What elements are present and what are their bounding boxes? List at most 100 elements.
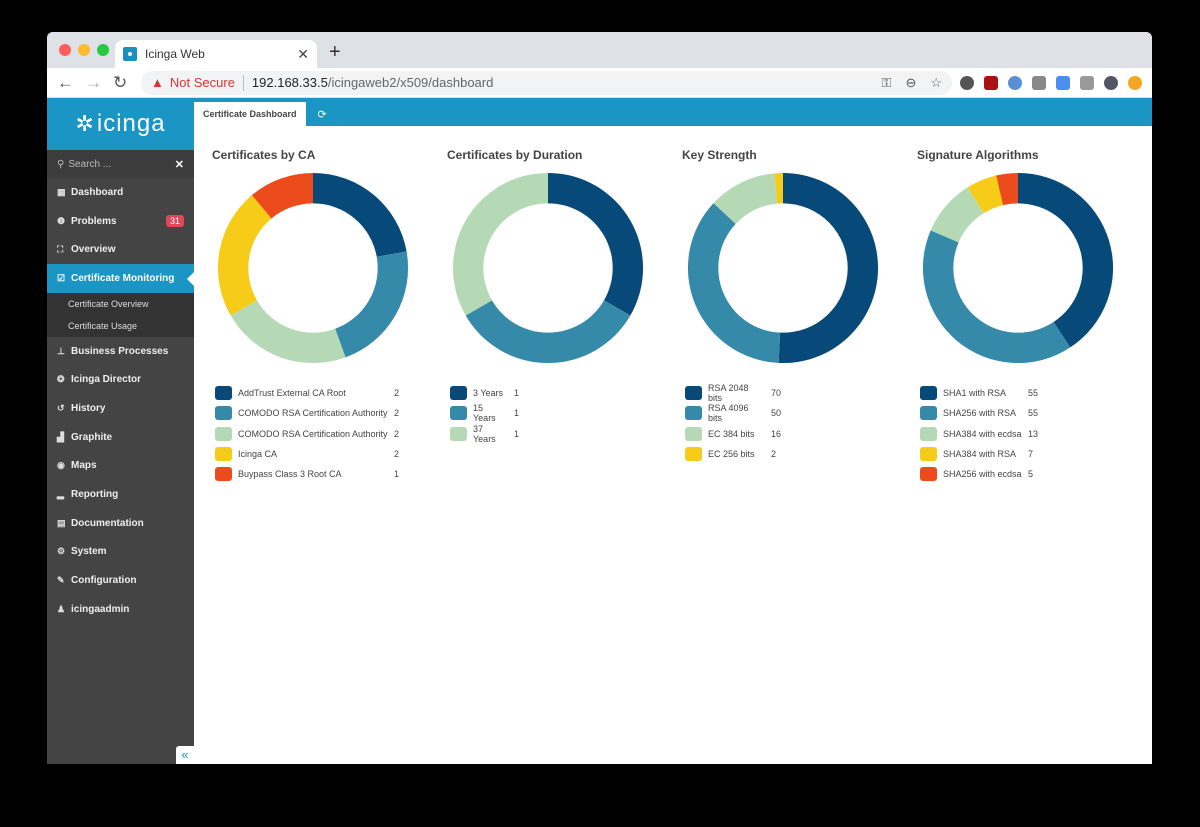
legend-item[interactable]: Buypass Class 3 Root CA 1: [212, 464, 447, 484]
sidebar-item-icinga-director[interactable]: ❂ Icinga Director: [47, 365, 194, 394]
browser-window: Icinga Web ✕ + ← → ↻ ▲ Not Secure 192.16…: [47, 32, 1152, 764]
legend-label: EC 384 bits: [708, 428, 755, 439]
legend-item[interactable]: AddTrust External CA Root 2: [212, 383, 447, 403]
extension-blue-icon[interactable]: [1008, 75, 1022, 90]
sidebar-item-user[interactable]: ♟ icingaadmin: [47, 595, 194, 624]
forward-icon[interactable]: →: [85, 72, 102, 92]
legend-swatch: [685, 406, 702, 421]
zoom-icon[interactable]: ⊖: [905, 74, 917, 90]
legend-item[interactable]: RSA 4096 bits 50: [682, 403, 917, 423]
sidebar-item-business-processes[interactable]: ⊥ Business Processes: [47, 337, 194, 366]
legend-item[interactable]: 3 Years 1: [447, 383, 682, 403]
legend-swatch: [920, 406, 937, 421]
donut-slice-icinga-ca[interactable]: [217, 195, 272, 316]
legend-value: 70: [771, 388, 782, 399]
legend-swatch: [450, 406, 467, 421]
sidebar-item-label: Dashboard: [71, 186, 124, 198]
legend-item[interactable]: SHA384 with ecdsa 13: [917, 424, 1152, 444]
chart-panel-signature-algorithms: Signature Algorithms SHA1 with RSA 55 SHA25…: [917, 148, 1152, 484]
legend-item[interactable]: SHA1 with RSA 55: [917, 383, 1152, 403]
sidebar-item-label: Graphite: [71, 431, 113, 443]
donut-slice-rsa-4096-bits[interactable]: [687, 203, 781, 363]
legend-value: 7: [1028, 449, 1034, 460]
sidebar-item-label: Configuration: [71, 575, 137, 587]
minimize-window-button[interactable]: [78, 44, 90, 56]
close-tab-icon[interactable]: ✕: [297, 45, 309, 62]
star-icon[interactable]: ☆: [930, 74, 942, 90]
maximize-window-button[interactable]: [97, 44, 109, 56]
close-window-button[interactable]: [59, 44, 71, 56]
legend-value: 2: [394, 388, 400, 399]
sidebar-item-documentation[interactable]: ▤ Documentation: [47, 509, 194, 538]
key-icon[interactable]: ⚿: [881, 74, 892, 90]
donut-slice-comodo-rsa-certification-authority[interactable]: [335, 251, 409, 358]
legend-item[interactable]: SHA384 with RSA 7: [917, 444, 1152, 464]
legend-item[interactable]: Icinga CA 2: [212, 444, 447, 464]
donut-slice-sha256-with-rsa[interactable]: [922, 230, 1071, 364]
legend-item[interactable]: EC 256 bits 2: [682, 444, 917, 464]
legend-item[interactable]: 15 Years 1: [447, 403, 682, 423]
sidebar-item-history[interactable]: ↺ History: [47, 394, 194, 423]
donut-slice-ec-256-bits[interactable]: [774, 172, 783, 204]
donut-slice-3-years[interactable]: [548, 172, 644, 316]
sidebar-item-graphite[interactable]: ▟ Graphite: [47, 423, 194, 452]
legend-label: 37 Years: [473, 423, 496, 444]
sidebar-subitem-certificate-overview[interactable]: Certificate Overview: [68, 298, 149, 309]
donut-slice-comodo-rsa-certification-authority[interactable]: [230, 300, 346, 364]
sidebar-item-reporting[interactable]: ▂ Reporting: [47, 480, 194, 509]
extension-graph-icon[interactable]: [1032, 75, 1046, 90]
extension-ublock-icon[interactable]: [984, 75, 998, 90]
donut-slice-buypass-class-3-root-ca[interactable]: [251, 172, 313, 219]
legend-item[interactable]: SHA256 with ecdsa 5: [917, 464, 1152, 484]
donut-slice-15-years[interactable]: [465, 300, 631, 364]
chart-panel-key-strength: Key Strength RSA 2048 bits 70 RSA 4096 bits…: [682, 148, 917, 484]
icinga-logo[interactable]: ✲ icinga: [47, 98, 194, 150]
collapse-sidebar-button[interactable]: «: [176, 746, 194, 764]
extension-tag-icon[interactable]: [1056, 75, 1070, 90]
legend-item[interactable]: EC 384 bits 16: [682, 424, 917, 444]
search-input[interactable]: ⚲ Search ... ✕: [47, 150, 194, 178]
donut-slice-ec-384-bits[interactable]: [713, 173, 778, 224]
tab-certificate-dashboard[interactable]: Certificate Dashboard: [194, 102, 306, 126]
sidebar-item-maps[interactable]: ◉ Maps: [47, 452, 194, 481]
sidebar-subitem-certificate-usage[interactable]: Certificate Usage: [68, 320, 138, 331]
legend-item[interactable]: COMODO RSA Certification Authority 2: [212, 403, 447, 423]
sidebar-item-configuration[interactable]: ✎ Configuration: [47, 566, 194, 595]
sidebar-item-label: Maps: [71, 460, 97, 472]
extension-plus-icon[interactable]: [1080, 75, 1094, 90]
sidebar-item-system[interactable]: ⚙ System: [47, 538, 194, 567]
book-icon: ▤: [57, 517, 66, 528]
back-icon[interactable]: ←: [57, 72, 74, 92]
browser-tab[interactable]: Icinga Web ✕: [115, 40, 317, 68]
dashboard: Certificates by CA AddTrust External CA R…: [194, 126, 1152, 484]
binoculars-icon: ⛶: [57, 244, 64, 255]
donut-slice-sha256-with-ecdsa[interactable]: [996, 172, 1018, 206]
donut-slice-sha384-with-rsa[interactable]: [967, 175, 1004, 214]
donut-slice-addtrust-external-ca-root[interactable]: [313, 172, 407, 257]
sidebar-item-dashboard[interactable]: ▦ Dashboard: [47, 178, 194, 207]
update-icon[interactable]: [1128, 75, 1142, 90]
clear-search-icon[interactable]: ✕: [174, 158, 184, 171]
chart-icon: ▟: [57, 431, 64, 442]
refresh-icon[interactable]: ⟳: [317, 108, 327, 121]
profile-avatar[interactable]: [1104, 75, 1118, 90]
url-host: 192.168.33.5: [251, 75, 328, 90]
legend-item[interactable]: SHA256 with RSA 55: [917, 403, 1152, 423]
donut-slice-sha384-with-ecdsa[interactable]: [930, 187, 984, 243]
extension-gear-icon[interactable]: [960, 75, 974, 90]
sidebar-item-overview[interactable]: ⛶ Overview: [47, 235, 194, 264]
sidebar-item-problems[interactable]: ❶ Problems 31: [47, 207, 194, 236]
address-bar[interactable]: ▲ Not Secure 192.168.33.5 /icingaweb2/x5…: [141, 70, 952, 95]
sidebar-item-certificate-monitoring[interactable]: ☑ Certificate Monitoring: [47, 264, 194, 293]
donut-slice-37-years[interactable]: [452, 172, 548, 316]
legend-item[interactable]: COMODO RSA Certification Authority 2: [212, 424, 447, 444]
icinga-favicon-icon: [123, 47, 137, 61]
legend-label: SHA1 with RSA: [943, 388, 1007, 399]
legend-item[interactable]: 37 Years 1: [447, 424, 682, 444]
donut-slice-rsa-2048-bits[interactable]: [778, 172, 879, 364]
new-tab-button[interactable]: +: [329, 41, 341, 63]
legend-swatch: [215, 386, 232, 401]
legend-item[interactable]: RSA 2048 bits 70: [682, 383, 917, 403]
donut-slice-sha1-with-rsa[interactable]: [1018, 172, 1114, 348]
reload-icon[interactable]: ↻: [113, 72, 128, 92]
